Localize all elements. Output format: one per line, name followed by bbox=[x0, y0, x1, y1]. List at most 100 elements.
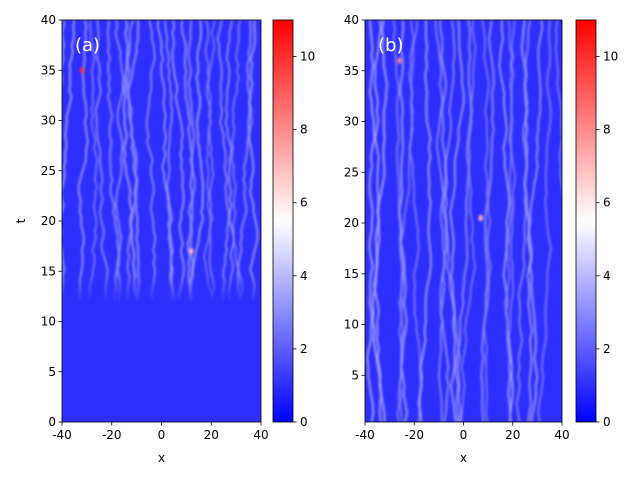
filaments bbox=[62, 20, 259, 302]
colorbar-tick-label: 0 bbox=[603, 415, 611, 429]
colorbar-tick-label: 4 bbox=[603, 269, 611, 283]
onset-fade bbox=[62, 275, 261, 304]
filament-trace bbox=[515, 20, 532, 422]
y-tick-label: 10 bbox=[344, 318, 359, 332]
filament-trace bbox=[203, 20, 216, 302]
y-tick-label: 15 bbox=[344, 267, 359, 281]
filament-trace bbox=[113, 20, 125, 302]
y-tick-label: 15 bbox=[41, 264, 56, 278]
y-tick-label: 40 bbox=[344, 13, 359, 27]
filament-trace bbox=[204, 20, 216, 302]
filament-trace bbox=[526, 20, 544, 422]
colorbar-tick-label: 10 bbox=[300, 50, 315, 64]
field-background bbox=[365, 20, 562, 422]
colorbar bbox=[576, 20, 596, 422]
heatmap-field bbox=[62, 20, 261, 422]
filament-trace bbox=[187, 20, 196, 302]
colorbar-frame bbox=[575, 19, 597, 423]
filament-trace bbox=[231, 20, 244, 302]
heatmap-field bbox=[365, 20, 562, 422]
filaments bbox=[365, 20, 562, 422]
colorbar-tick-label: 4 bbox=[300, 269, 308, 283]
panel-label: (b) bbox=[378, 35, 403, 56]
filament-trace bbox=[145, 20, 157, 302]
filament-trace bbox=[555, 20, 562, 195]
y-tick-label: 35 bbox=[344, 64, 359, 78]
filament-trace bbox=[87, 20, 99, 302]
x-axis-label: x bbox=[460, 451, 467, 465]
peak-marker bbox=[478, 214, 483, 222]
colorbar-tick-label: 2 bbox=[300, 342, 308, 356]
y-tick-label: 5 bbox=[351, 368, 359, 382]
y-tick-label: 0 bbox=[48, 415, 56, 429]
y-tick-label: 25 bbox=[41, 164, 56, 178]
filament-trace bbox=[171, 20, 185, 302]
peak-marker bbox=[397, 57, 402, 64]
filament-trace bbox=[434, 20, 446, 422]
field-background bbox=[62, 20, 261, 422]
filament-trace bbox=[221, 20, 233, 302]
y-tick-label: 5 bbox=[48, 365, 56, 379]
filament-trace bbox=[449, 20, 465, 422]
colorbar-tick-label: 2 bbox=[603, 342, 611, 356]
x-tick-label: 0 bbox=[158, 428, 166, 442]
filament-trace bbox=[122, 20, 138, 302]
y-tick-label: 35 bbox=[41, 63, 56, 77]
y-tick-label: 40 bbox=[41, 13, 56, 27]
y-tick-label: 10 bbox=[41, 315, 56, 329]
colorbar-tick-label: 6 bbox=[300, 196, 308, 210]
filament-trace bbox=[180, 20, 194, 302]
filament-trace bbox=[417, 20, 432, 422]
y-axis-label: t bbox=[14, 218, 28, 223]
colorbar-tick-label: 0 bbox=[300, 415, 308, 429]
x-tick-label: -40 bbox=[355, 428, 375, 442]
filament-trace bbox=[126, 20, 139, 302]
filament-trace bbox=[216, 20, 235, 302]
panel-label: (a) bbox=[75, 35, 100, 56]
filament-trace bbox=[507, 20, 516, 422]
filament-trace bbox=[127, 20, 141, 302]
filament-trace bbox=[454, 20, 474, 422]
x-tick-label: -20 bbox=[404, 428, 424, 442]
peak-marker bbox=[79, 67, 85, 74]
filament-trace bbox=[164, 20, 174, 302]
filament-trace bbox=[247, 20, 259, 302]
x-tick-label: 40 bbox=[253, 428, 268, 442]
colorbar-tick-label: 8 bbox=[300, 123, 308, 137]
filament-trace bbox=[498, 20, 514, 422]
colorbar-frame bbox=[272, 19, 294, 423]
colorbar-tick-label: 8 bbox=[603, 123, 611, 137]
x-tick-label: 20 bbox=[204, 428, 219, 442]
x-tick-label: -40 bbox=[52, 428, 72, 442]
filament-trace bbox=[236, 20, 254, 302]
filament-trace bbox=[365, 20, 376, 422]
colorbar bbox=[273, 20, 293, 422]
peak-marker bbox=[189, 247, 194, 255]
y-tick-label: 20 bbox=[41, 214, 56, 228]
x-tick-label: 0 bbox=[460, 428, 468, 442]
colorbar-tick-label: 6 bbox=[603, 196, 611, 210]
x-tick-label: -20 bbox=[102, 428, 122, 442]
filament-trace bbox=[371, 20, 389, 422]
x-tick-label: 20 bbox=[505, 428, 520, 442]
filament-trace bbox=[94, 20, 109, 302]
panel-2: -40 -20 0 20 40 5 10 15 20 25 30 35 40 x (b) 0 2 4 6 8 10 bbox=[344, 13, 619, 465]
y-tick-label: 20 bbox=[344, 216, 359, 230]
y-tick-label: 30 bbox=[41, 114, 56, 128]
filament-trace bbox=[537, 20, 552, 422]
filament-trace bbox=[397, 20, 409, 422]
panel-1: -40 -20 0 20 40 0 5 10 15 20 25 30 35 40 x t (a) 0 2 4 6 8 10 bbox=[14, 13, 315, 465]
y-tick-label: 30 bbox=[344, 115, 359, 129]
filament-trace bbox=[460, 20, 477, 422]
filament-trace bbox=[444, 20, 462, 422]
filament-trace bbox=[481, 20, 492, 422]
colorbar-tick-label: 10 bbox=[603, 50, 618, 64]
filament-trace bbox=[189, 20, 205, 302]
filament-trace bbox=[398, 20, 419, 422]
filament-trace bbox=[77, 20, 89, 302]
x-tick-label: 40 bbox=[554, 428, 569, 442]
x-axis-label: x bbox=[158, 451, 165, 465]
y-tick-label: 25 bbox=[344, 165, 359, 179]
filament-trace bbox=[480, 20, 495, 422]
